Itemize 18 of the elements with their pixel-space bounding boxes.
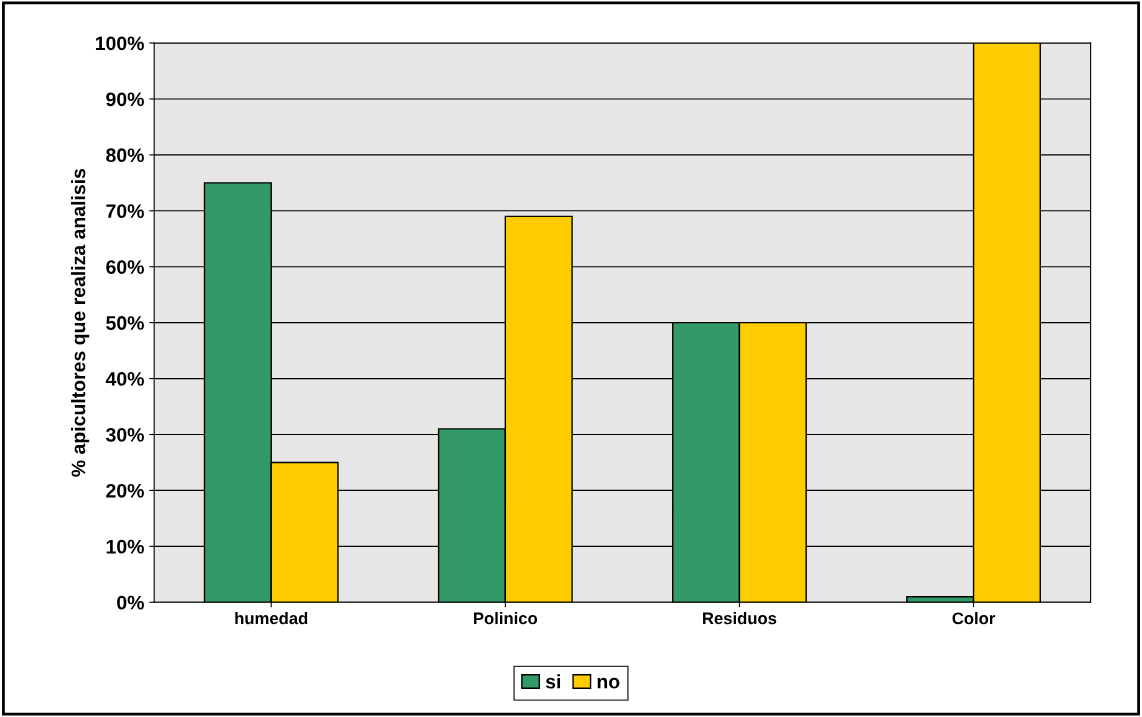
y-tick-label: 50% bbox=[106, 316, 144, 330]
y-tick-label: 70% bbox=[106, 204, 144, 219]
x-tick-label: Polinico bbox=[474, 612, 538, 625]
y-tick-label: 60% bbox=[106, 260, 144, 274]
y-tick-label: 30% bbox=[105, 427, 144, 442]
y-tick-label: 10% bbox=[106, 539, 144, 554]
y-tick-label: 20% bbox=[106, 483, 144, 498]
y-axis-title: % apicultores que realiza analisis bbox=[71, 168, 90, 477]
x-tick-label: humedad bbox=[235, 612, 308, 625]
y-tick-label: 90% bbox=[106, 92, 144, 107]
y-tick-label: 0% bbox=[117, 595, 144, 610]
x-tick-label: Color bbox=[952, 612, 996, 625]
legend-label: no bbox=[597, 677, 620, 689]
legend-label: si bbox=[545, 674, 561, 689]
y-tick-label: 100% bbox=[95, 36, 144, 51]
y-tick-label: 80% bbox=[106, 148, 144, 163]
x-tick-label: Residuos bbox=[703, 612, 777, 625]
y-tick-label: 40% bbox=[105, 372, 144, 386]
